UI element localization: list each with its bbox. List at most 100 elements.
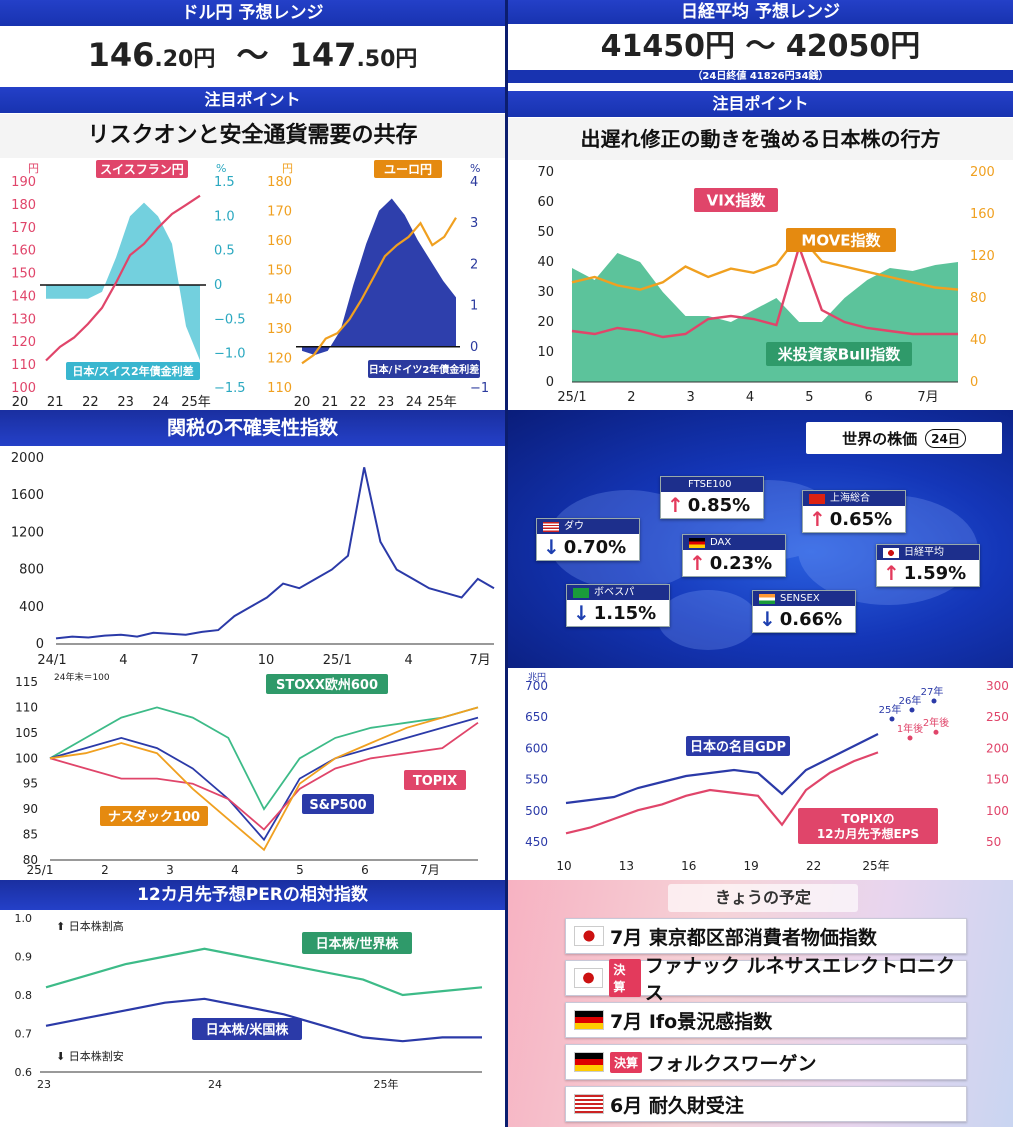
tariff-x-tick: 4 xyxy=(405,653,413,668)
schedule-item: 6月 耐久財受注 xyxy=(565,1086,967,1122)
index-name: DAX xyxy=(710,537,732,548)
index-name-row: ダウ xyxy=(537,519,639,534)
stocks-y-tick: 100 xyxy=(15,751,38,765)
vix-left-tick: 20 xyxy=(537,315,554,330)
per-chart: 1.0 0.9 0.8 0.7 0.6 23 24 25年 ⬆ 日本株割高 ⬇ 日本株割安 日本株/… xyxy=(15,912,483,1091)
vix-series-label-bg xyxy=(694,188,778,212)
index-change: 0.85% xyxy=(687,494,751,516)
chf-right-tick: −1.0 xyxy=(214,347,246,362)
chf-left-tick: 130 xyxy=(11,312,36,327)
index-name: ダウ xyxy=(564,521,584,532)
usdjpy-high: 147 xyxy=(289,36,357,74)
chf-right-tick: 1.5 xyxy=(214,175,235,190)
chf-left-tick: 180 xyxy=(11,198,36,213)
chf-left-tick: 190 xyxy=(11,175,36,190)
per-us-label-bg xyxy=(192,1018,302,1040)
gdp-x-tick: 13 xyxy=(619,859,634,873)
chf-right-tick: −1.5 xyxy=(214,381,246,396)
per-y-tick: 0.6 xyxy=(15,1066,33,1079)
tariff-y-tick: 0 xyxy=(36,637,44,652)
eur-x-tick: 23 xyxy=(378,395,395,410)
gdp-left-tick: 450 xyxy=(525,835,548,849)
stocks-panel: 24年末＝100 115 110 105 100 95 90 85 80 25/1 2 3 4 5 6 7月 S… xyxy=(0,668,505,880)
per-world-label: 日本株/世界株 xyxy=(316,936,400,952)
vix-x-tick: 25/1 xyxy=(557,390,586,405)
right-point-headline: 出遅れ修正の動きを強める日本株の行方 xyxy=(508,118,1013,160)
vix-series-label: VIX指数 xyxy=(707,192,767,210)
index-name-row: SENSEX xyxy=(753,591,855,606)
index-name: ボベスパ xyxy=(594,587,635,598)
vix-x-tick: 2 xyxy=(627,390,635,405)
chf-left-tick: 120 xyxy=(11,335,36,350)
schedule-text: 7月 東京都区部消費者物価指数 xyxy=(610,926,877,949)
eur-right-tick: 2 xyxy=(470,257,478,272)
chf-x-tick: 21 xyxy=(47,395,64,410)
index-card: DAX ↑ 0.23% xyxy=(682,534,786,577)
gdp-left-tick: 550 xyxy=(525,773,548,787)
index-name: SENSEX xyxy=(780,593,820,604)
tariff-line xyxy=(55,467,495,640)
gdp-x-tick: 10 xyxy=(556,859,571,873)
tariff-y-tick: 2000 xyxy=(11,451,44,466)
chf-left-tick: 150 xyxy=(11,267,36,282)
stocks-note: 24年末＝100 xyxy=(54,671,110,683)
us-flag-icon xyxy=(574,1094,604,1114)
left-point-headline: リスクオンと安全通貨需要の共存 xyxy=(0,114,505,158)
chf-x-tick: 20 xyxy=(12,395,29,410)
in-flag-icon xyxy=(759,593,775,604)
tariff-x-tick: 4 xyxy=(119,653,127,668)
bull-series-label-bg xyxy=(766,342,912,366)
chf-left-tick: 170 xyxy=(11,221,36,236)
chf-left-unit: 円 xyxy=(28,162,39,175)
vix-right-tick: 160 xyxy=(970,207,995,222)
chf-x-tick: 24 xyxy=(153,395,170,410)
index-value-row: ↓ 0.66% xyxy=(753,606,855,632)
index-value-row: ↓ 0.70% xyxy=(537,534,639,560)
index-card: 日経平均 ↑ 1.59% xyxy=(876,544,980,587)
eur-left-tick: 170 xyxy=(267,204,292,219)
right-point-label: 注目ポイント xyxy=(508,91,1013,117)
eur-left-tick: 180 xyxy=(267,175,292,190)
vix-left-tick: 0 xyxy=(546,375,554,390)
usdjpy-low: 146 xyxy=(87,36,155,74)
index-name: 上海総合 xyxy=(830,493,870,504)
arrow-up-icon: ↑ xyxy=(809,507,826,531)
index-card: SENSEX ↓ 0.66% xyxy=(752,590,856,633)
forecast-label: 27年 xyxy=(921,685,944,698)
move-series-label-bg xyxy=(786,228,896,252)
gdp-left-tick: 650 xyxy=(525,710,548,724)
eur-label: ユーロ円 xyxy=(384,163,432,177)
forecast-label: 26年 xyxy=(899,694,922,707)
uk-flag-icon xyxy=(667,479,683,490)
eur-right-tick: 3 xyxy=(470,216,478,231)
vix-x-tick: 7月 xyxy=(917,390,938,405)
index-change: 1.59% xyxy=(903,562,967,584)
per-x-tick: 25年 xyxy=(374,1077,399,1091)
index-card: ボベスパ ↓ 1.15% xyxy=(566,584,670,627)
chf-left-tick: 160 xyxy=(11,244,36,259)
eur-x-tick: 20 xyxy=(294,395,311,410)
schedule-text: ファナック ルネサスエレクトロニクス xyxy=(644,955,956,1004)
index-card: ダウ ↓ 0.70% xyxy=(536,518,640,561)
vix-x-tick: 6 xyxy=(865,390,873,405)
schedule-title: きょうの予定 xyxy=(668,884,858,912)
fx-charts-panel: 円% 190 180 170 160 150 140 130 120 110 100 1.5 1.0 0.… xyxy=(0,160,505,410)
forecast-label: 1年後 xyxy=(897,722,923,735)
eur-left-tick: 130 xyxy=(267,322,292,337)
chf-area-label-bg xyxy=(66,362,200,380)
eur-x-tick: 24 xyxy=(406,395,423,410)
gdp-series-label: 日本の名目GDP xyxy=(690,739,786,755)
vix-x-tick: 3 xyxy=(687,390,695,405)
chf-label-bg xyxy=(96,160,188,178)
index-change: 1.15% xyxy=(593,602,657,624)
gdp-x-tick: 25年 xyxy=(862,859,889,873)
jp-flag-icon xyxy=(574,968,604,988)
stocks-y-tick: 90 xyxy=(23,802,38,816)
stoxx-label: STOXX欧州600 xyxy=(276,677,378,693)
eps-label-line1: TOPIXの xyxy=(842,812,895,826)
nikkei-header: 日経平均 予想レンジ xyxy=(508,0,1013,24)
per-panel: 12カ月先予想PERの相対指数 1.0 0.9 0.8 0.7 0.6 23 24 25年 ⬆ … xyxy=(0,880,505,1127)
gdp-right-tick: 200 xyxy=(986,741,1009,755)
